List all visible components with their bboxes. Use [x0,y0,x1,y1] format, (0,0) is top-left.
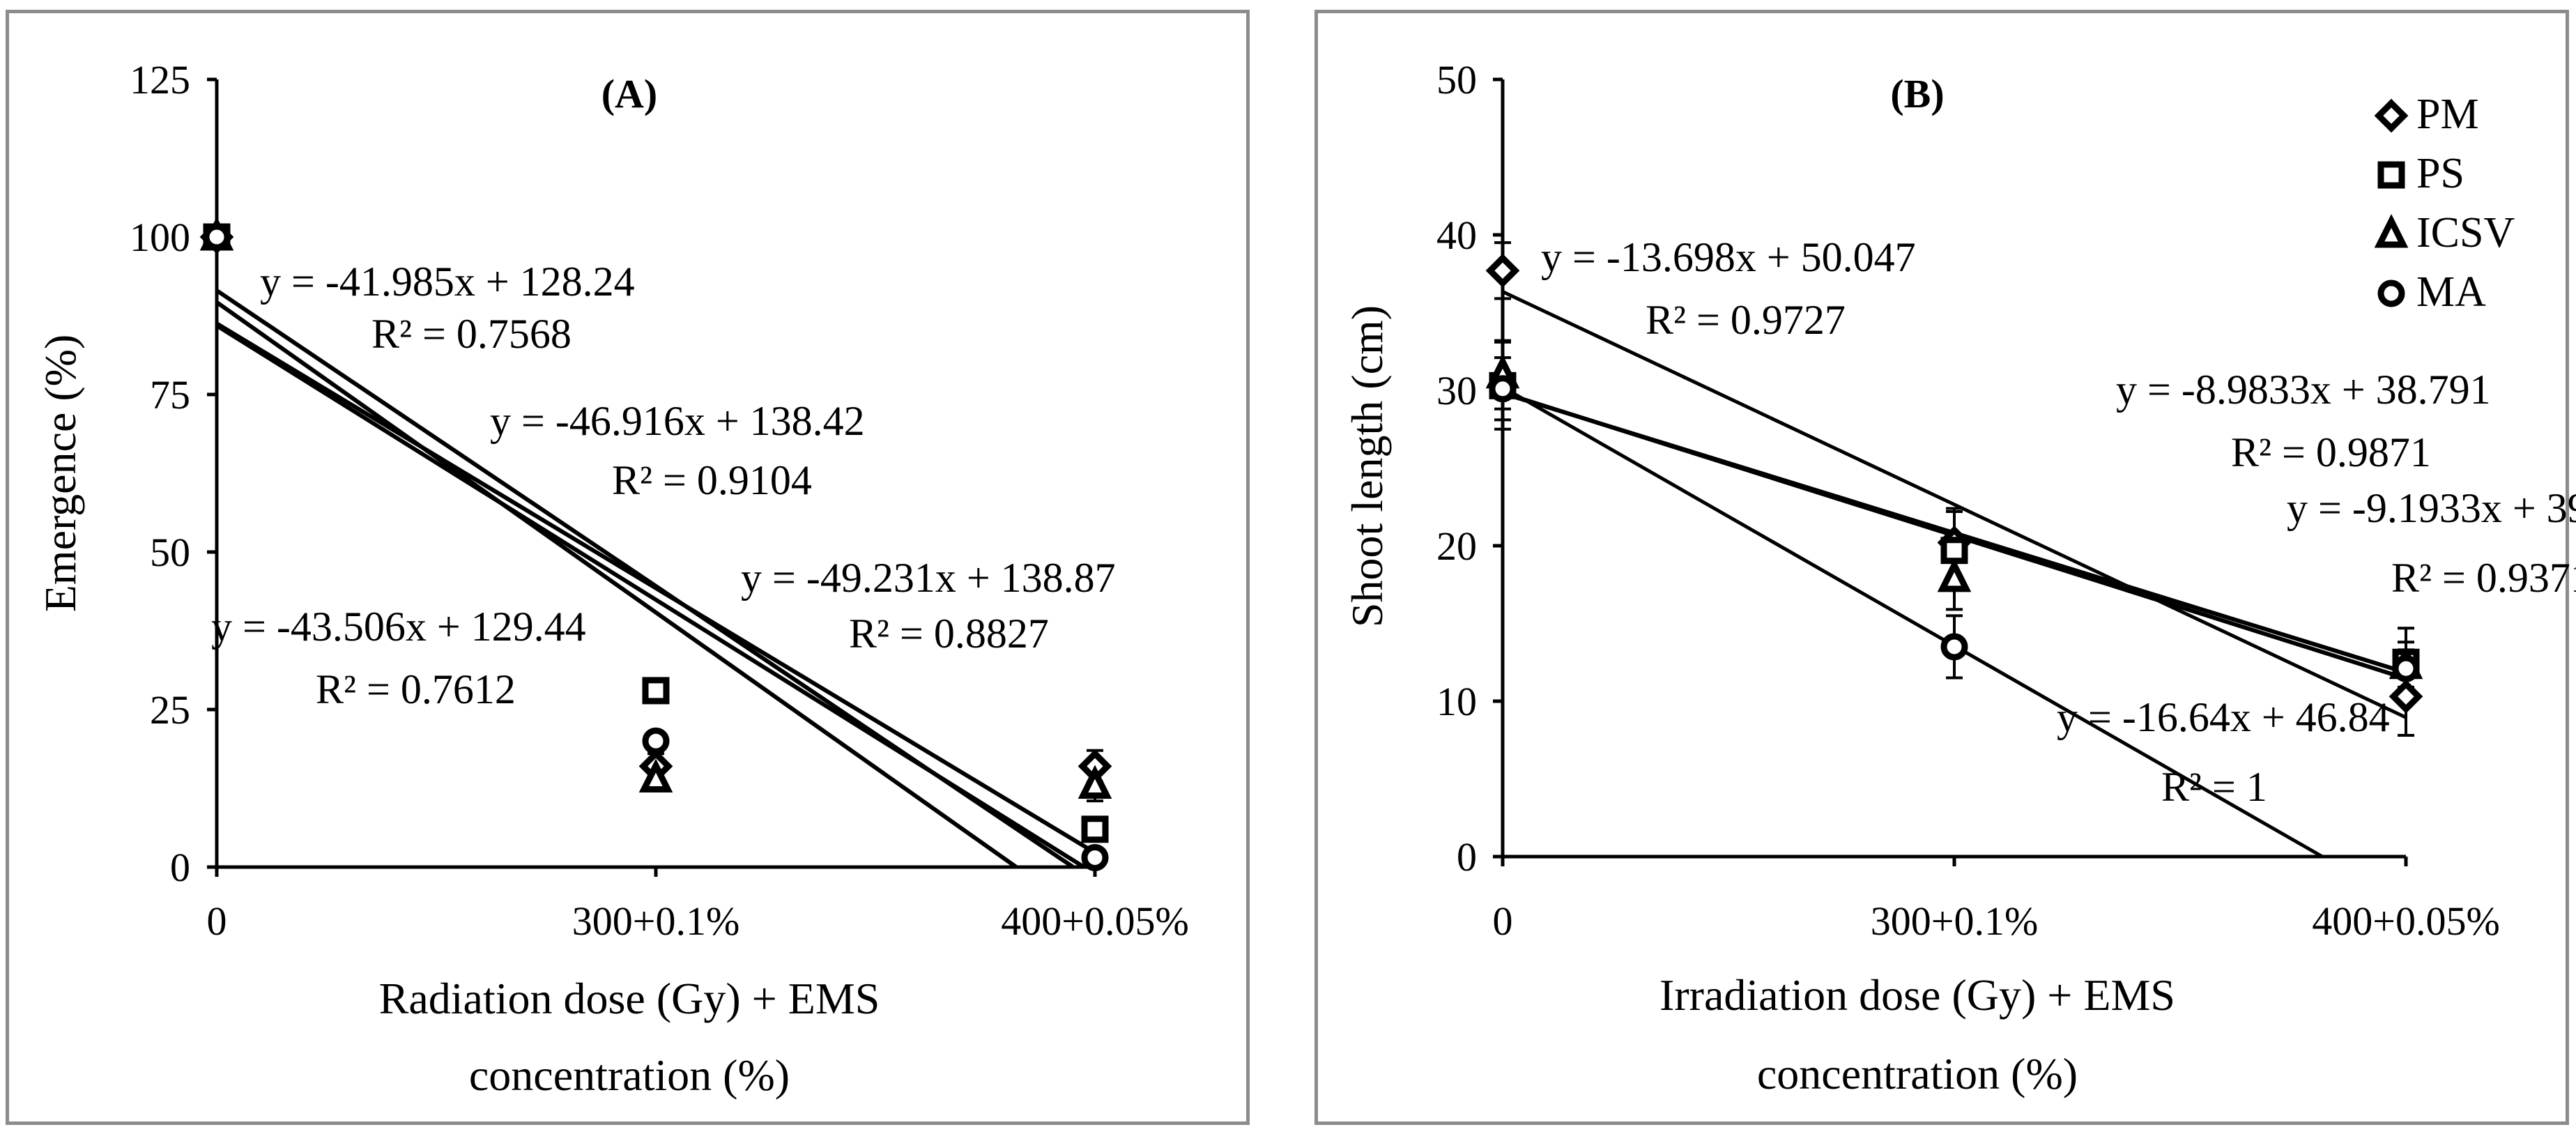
chart-a-y-tick-label: 75 [150,372,190,417]
chart-b-trendline-r2: R² = 0.9871 [2231,429,2431,475]
chart-a-trendline [215,300,1018,869]
chart-a-trendline-equation: y = -41.985x + 128.24 [260,259,635,305]
chart-a-trendline-equation: y = -43.506x + 129.44 [211,604,586,650]
chart-b-trendline [1501,385,2324,859]
chart-a-y-tick-label: 50 [150,530,190,575]
chart-a-x-tick-label: 300+0.1% [572,898,740,944]
chart-b-legend-label: MA [2416,268,2486,316]
chart-a-trendline-r2: R² = 0.9104 [612,457,812,503]
chart-b-point-ma [1940,633,1968,661]
chart-b-legend-label: PS [2416,150,2464,197]
chart-a-x-tick-label: 0 [207,898,227,944]
chart-b-y-tick-label: 20 [1436,523,1477,569]
chart-b-trendline-r2: R² = 1 [2161,764,2267,810]
chart-b-x-axis-title-line1: Irradiation dose (Gy) + EMS [1659,970,2175,1020]
chart-a-title: (A) [601,71,658,116]
chart-a-x-tick-label: 400+0.05% [1001,898,1189,944]
chart-b-y-tick-label: 30 [1436,368,1477,413]
chart-b-trendline-r2: R² = 0.9727 [1646,297,1846,343]
chart-b-trendline-equation: y = -9.1933x + 39.038 [2287,485,2576,531]
chart-b-legend-marker-pm [2374,98,2409,133]
chart-b-legend-label: ICSV [2416,209,2515,256]
chart-b-point-ma [1489,375,1517,403]
chart-b-point-icsv [1937,558,1972,592]
chart-a-point-icsv [1078,765,1112,799]
chart-b-point-ps [1940,537,1968,565]
chart-a-x-axis-title-line2: concentration (%) [469,1050,790,1100]
chart-a-y-tick-label: 125 [130,57,190,102]
chart-a-x-axis-title-line1: Radiation dose (Gy) + EMS [379,974,880,1023]
chart-a-trendline [215,323,1085,869]
chart-b-x-tick-label: 400+0.05% [2312,898,2500,944]
chart-b-trendline-equation: y = -16.64x + 46.84 [2057,694,2390,740]
chart-a-trendline-equation: y = -49.231x + 138.87 [741,555,1116,601]
chart-b-title: (B) [1890,71,1944,116]
chart-panel-b: (B) Shoot length (cm) Irradiation dose (… [1314,10,2576,1125]
chart-b-y-tick-label: 0 [1457,834,1477,880]
chart-b-x-axis-title-line2: concentration (%) [1757,1049,2078,1098]
chart-b-trendline-equation: y = -8.9833x + 38.791 [2116,367,2491,413]
chart-b-trendline [1501,290,2407,719]
chart-a-y-tick-label: 25 [150,687,190,733]
chart-b-y-tick-label: 40 [1436,213,1477,258]
chart-a-trendline-equation: y = -46.916x + 138.42 [490,398,865,444]
chart-b-y-tick-label: 10 [1436,679,1477,724]
chart-a-point-ma [203,223,231,251]
chart-b-legend-marker-icsv [2374,213,2409,248]
chart-a-point-ps [1081,815,1109,843]
chart-b-legend-label: PM [2416,91,2479,138]
chart-panel-a: (A) Emergence (%) Radiation dose (Gy) + … [6,10,1250,1125]
chart-b-svg: (B) Shoot length (cm) Irradiation dose (… [1342,57,2576,1098]
chart-b-y-axis-title: Shoot length (cm) [1342,305,1392,627]
chart-b-trendline-equation: y = -13.698x + 50.047 [1541,234,1916,280]
chart-a-trendline-r2: R² = 0.7568 [371,311,572,357]
chart-a-svg: (A) Emergence (%) Radiation dose (Gy) + … [36,57,1189,1100]
chart-a-point-icsv [638,758,673,792]
chart-a-trendline-r2: R² = 0.7612 [316,666,516,712]
chart-b-x-tick-label: 300+0.1% [1871,898,2039,944]
chart-b-legend-marker-ps [2377,161,2405,189]
chart-a-point-ma [642,727,670,755]
chart-a-point-ma [1081,843,1109,871]
chart-a-y-axis-title: Emergence (%) [36,335,85,613]
chart-b-legend-marker-ma [2377,279,2405,307]
chart-b-y-tick-label: 50 [1436,57,1477,102]
chart-b-trendline-r2: R² = 0.9371 [2391,555,2576,601]
chart-b-point-pm [1485,253,1520,288]
chart-b-point-pm [2389,679,2423,714]
chart-a-point-ps [642,677,670,705]
chart-a-y-tick-label: 0 [170,845,190,890]
chart-a-y-tick-label: 100 [130,215,190,260]
chart-b-point-ma [2392,654,2420,682]
chart-b-x-tick-label: 0 [1493,898,1513,944]
chart-a-trendline-r2: R² = 0.8827 [849,611,1049,657]
